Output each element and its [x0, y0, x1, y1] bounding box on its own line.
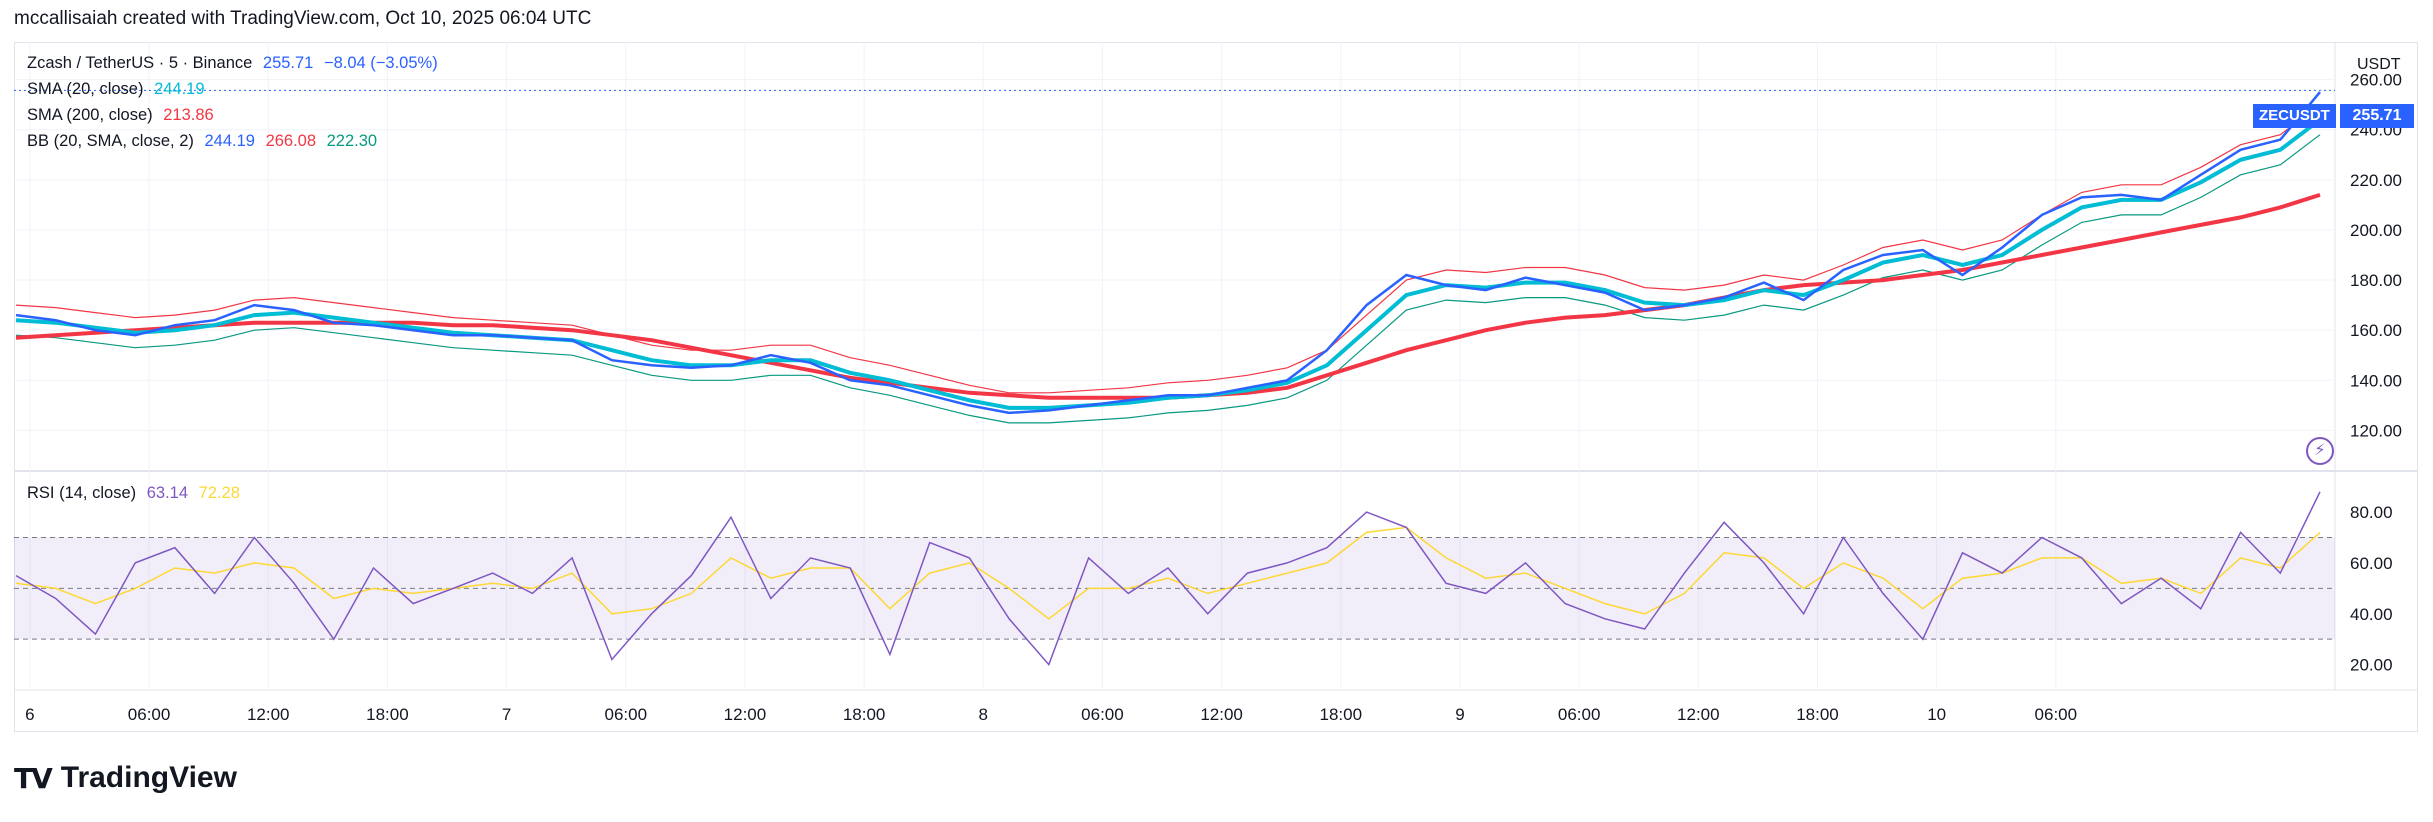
- symbol-name[interactable]: Zcash / TetherUS · 5 · Binance: [27, 54, 253, 72]
- lightning-icon[interactable]: ⚡: [2306, 437, 2334, 465]
- currency-unit[interactable]: USDT: [2357, 56, 2401, 73]
- last-price: 255.71: [262, 54, 314, 72]
- sma200-label: SMA (200, close): [27, 106, 153, 124]
- x-tick-label: 8: [979, 705, 988, 724]
- x-tick-label: 7: [502, 705, 511, 724]
- x-tick-label: 18:00: [1796, 705, 1839, 724]
- rsi-value: 63.14: [146, 484, 189, 502]
- sma20-legend[interactable]: SMA (20, close) 244.19: [27, 80, 211, 99]
- bb-legend[interactable]: BB (20, SMA, close, 2) 244.19 266.08 222…: [27, 132, 383, 151]
- price-tick-label: 120.00: [2350, 421, 2402, 440]
- sma200-line: [15, 192, 2321, 400]
- sma20-label: SMA (20, close): [27, 80, 144, 98]
- chart-frame: [14, 42, 2418, 732]
- tradingview-logo: TV TradingView: [14, 760, 237, 796]
- bb-upper-line: [15, 104, 2321, 394]
- price-line: [15, 91, 2321, 415]
- x-tick-label: 06:00: [2035, 705, 2078, 724]
- x-tick-label: 6: [25, 705, 34, 724]
- x-tick-label: 12:00: [1677, 705, 1720, 724]
- tradingview-wordmark: TradingView: [60, 761, 237, 794]
- price-tick-label: 160.00: [2350, 321, 2402, 340]
- bb-basis-value: 244.19: [204, 132, 255, 150]
- rsi-legend[interactable]: RSI (14, close) 63.14 72.28: [27, 484, 246, 503]
- x-tick-label: 10: [1927, 705, 1946, 724]
- rsi-tick-label: 20.00: [2350, 656, 2393, 675]
- x-tick-label: 18:00: [843, 705, 886, 724]
- bb-upper-value: 266.08: [265, 132, 317, 150]
- sma20-line: [15, 118, 2322, 410]
- sma200-value: 213.86: [163, 106, 214, 124]
- price-tick-label: 200.00: [2350, 221, 2402, 240]
- sma20-value: 244.19: [154, 80, 205, 98]
- rsi-line: [15, 491, 2321, 667]
- attribution-header: mccallisaiah created with TradingView.co…: [14, 8, 592, 29]
- x-tick-label: 06:00: [604, 705, 647, 724]
- x-tick-label: 06:00: [1081, 705, 1124, 724]
- axis-ticks: 6 06:00 12:00 18:00 7 06:00 12:00 18:00 8 06:00 12…: [25, 71, 2402, 724]
- x-tick-label: 12:00: [1200, 705, 1243, 724]
- price-tick-label: 180.00: [2350, 271, 2402, 290]
- bb-lower-value: 222.30: [326, 132, 378, 150]
- x-tick-label: 18:00: [366, 705, 409, 724]
- x-tick-label: 06:00: [1558, 705, 1601, 724]
- series-lines: [15, 91, 2322, 667]
- rsi-tick-label: 60.00: [2350, 554, 2393, 573]
- rsi-ma-value: 72.28: [198, 484, 240, 502]
- symbol-legend: Zcash / TetherUS · 5 · Binance 255.71 −8…: [27, 54, 444, 73]
- last-price-badge: 255.71: [2340, 104, 2414, 128]
- bb-label: BB (20, SMA, close, 2): [27, 132, 194, 150]
- price-tick-label: 220.00: [2350, 171, 2402, 190]
- rsi-label: RSI (14, close): [27, 484, 137, 502]
- rsi-tick-label: 80.00: [2350, 503, 2393, 522]
- ticker-badge: ZECUSDT: [2253, 104, 2336, 128]
- price-change: −8.04 (−3.05%): [323, 54, 438, 72]
- x-tick-label: 9: [1455, 705, 1464, 724]
- price-tick-label: 140.00: [2350, 371, 2402, 390]
- price-tick-label: 260.00: [2350, 71, 2402, 90]
- x-tick-label: 06:00: [128, 705, 171, 724]
- x-tick-label: 12:00: [247, 705, 290, 724]
- x-tick-label: 18:00: [1320, 705, 1363, 724]
- sma200-legend[interactable]: SMA (200, close) 213.86: [27, 106, 220, 125]
- tv-mark-icon: TV: [14, 761, 53, 795]
- x-tick-label: 12:00: [724, 705, 767, 724]
- rsi-tick-label: 40.00: [2350, 605, 2393, 624]
- bb-lower-line: [15, 134, 2321, 424]
